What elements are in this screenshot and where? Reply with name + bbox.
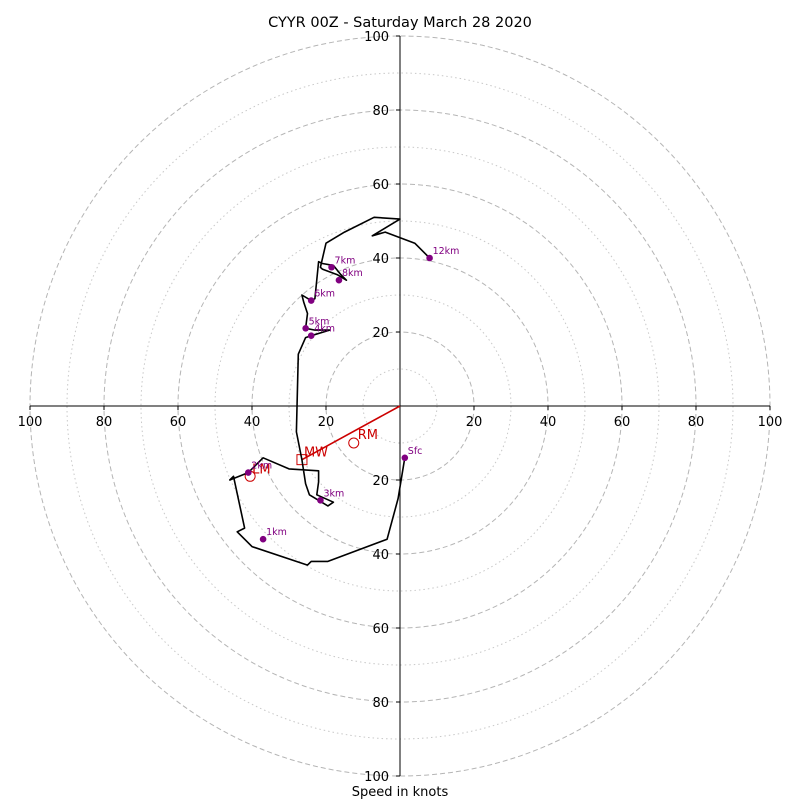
x-tick-label: 80 bbox=[688, 415, 705, 430]
height-marker-label: 8km bbox=[342, 268, 363, 279]
x-axis-label: Speed in knots bbox=[352, 785, 449, 800]
height-marker-label: 2km bbox=[251, 461, 272, 472]
height-marker-label: 3km bbox=[323, 488, 344, 499]
y-tick-label: 60 bbox=[372, 178, 389, 193]
height-marker-dot bbox=[426, 254, 433, 262]
y-tick-label: 40 bbox=[372, 252, 389, 267]
height-marker-dot bbox=[307, 332, 315, 340]
y-tick-label: 100 bbox=[364, 770, 389, 785]
x-tick-label: 60 bbox=[614, 415, 631, 430]
height-marker-label: Sfc bbox=[408, 446, 423, 457]
y-tick-label: 20 bbox=[372, 326, 389, 341]
x-tick-label: 40 bbox=[244, 415, 261, 430]
height-marker-dot bbox=[259, 535, 267, 543]
y-tick-label: 60 bbox=[372, 622, 389, 637]
y-tick-label: 20 bbox=[372, 474, 389, 489]
height-marker-label: 1km bbox=[266, 527, 287, 538]
tick-labels: 100 80 60 40 20 20 40 60 80 100 100 80 60 40 20 20 40 60 8… bbox=[18, 30, 783, 785]
mean-wind-label: MW bbox=[304, 446, 328, 461]
height-marker-dot bbox=[328, 263, 335, 271]
y-tick-label: 80 bbox=[372, 696, 389, 711]
height-marker-dot bbox=[245, 469, 252, 476]
x-tick-label: 20 bbox=[318, 415, 335, 430]
x-tick-label: 80 bbox=[96, 415, 113, 430]
chart-title: CYYR 00Z - Saturday March 28 2020 bbox=[268, 15, 532, 31]
right-mover-marker bbox=[348, 437, 360, 449]
right-mover-label: RM bbox=[358, 428, 378, 443]
y-tick-label: 80 bbox=[372, 104, 389, 119]
x-tick-label: 100 bbox=[758, 415, 783, 430]
height-marker-dot bbox=[317, 497, 324, 504]
height-marker-label: 5km bbox=[309, 316, 330, 327]
x-tick-label: 60 bbox=[170, 415, 187, 430]
height-marker-dot bbox=[307, 297, 315, 304]
height-marker-label: 7km bbox=[335, 255, 356, 266]
height-marker-label: 12km bbox=[433, 246, 460, 257]
storm-motion: MW RM LM bbox=[244, 405, 401, 482]
mean-wind-vector bbox=[301, 405, 401, 461]
x-tick-label: 20 bbox=[466, 415, 483, 430]
y-tick-label: 100 bbox=[364, 30, 389, 45]
height-marker-dot bbox=[401, 454, 409, 462]
height-marker-dot bbox=[302, 325, 309, 332]
height-marker-label: 4km bbox=[314, 324, 335, 335]
height-marker-dot bbox=[335, 276, 343, 284]
left-mover-label: LM bbox=[252, 462, 270, 477]
height-marker-label: 6km bbox=[314, 289, 335, 300]
x-tick-label: 40 bbox=[540, 415, 557, 430]
y-tick-label: 40 bbox=[372, 548, 389, 563]
x-tick-label: 100 bbox=[18, 415, 43, 430]
